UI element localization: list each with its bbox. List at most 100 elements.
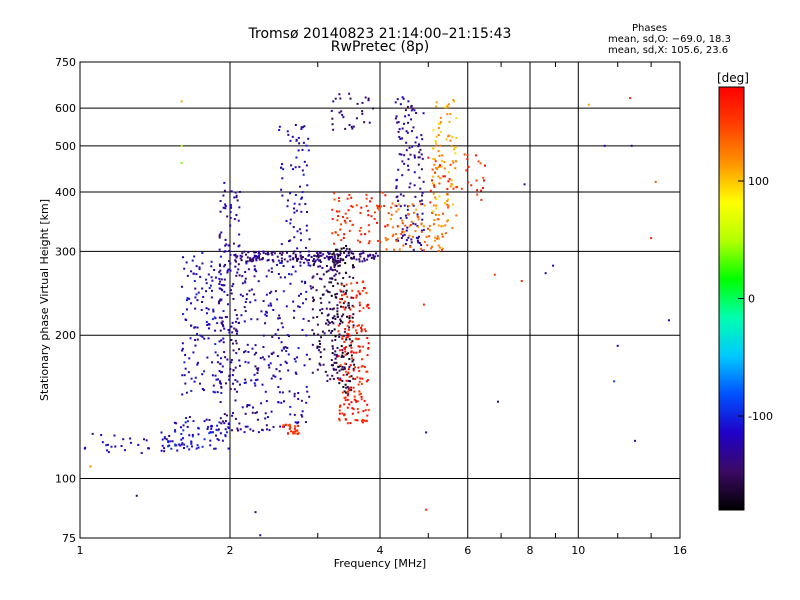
data-point xyxy=(407,236,410,239)
data-point xyxy=(389,218,392,221)
data-point xyxy=(342,313,345,316)
data-point xyxy=(317,256,320,259)
data-point xyxy=(400,153,403,156)
data-point xyxy=(350,296,353,299)
data-point xyxy=(342,385,345,388)
x-axis-label: Frequency [MHz] xyxy=(334,557,426,570)
data-point xyxy=(370,197,373,200)
data-point xyxy=(452,187,455,190)
data-point xyxy=(343,390,346,393)
data-point xyxy=(333,328,336,331)
data-point xyxy=(300,210,303,213)
data-point xyxy=(308,259,311,262)
data-point xyxy=(412,204,415,207)
data-point xyxy=(349,364,352,367)
data-point xyxy=(350,205,353,208)
data-point xyxy=(345,271,348,274)
data-point xyxy=(434,140,437,143)
data-point xyxy=(419,187,422,190)
data-point xyxy=(280,257,283,260)
data-point xyxy=(280,260,283,263)
data-point xyxy=(339,228,342,231)
data-point xyxy=(271,335,274,338)
data-point xyxy=(319,309,322,312)
data-point xyxy=(160,431,163,434)
data-point xyxy=(306,259,309,262)
data-point xyxy=(336,346,339,349)
phases-heading: Phases xyxy=(632,23,668,34)
data-point xyxy=(431,179,434,182)
data-point xyxy=(325,265,328,268)
data-point xyxy=(358,310,361,313)
data-point xyxy=(246,405,249,408)
data-point xyxy=(322,253,325,256)
data-point xyxy=(391,202,394,205)
data-point xyxy=(216,322,219,325)
data-point xyxy=(452,98,455,101)
data-point xyxy=(348,306,351,309)
data-point xyxy=(255,270,258,273)
data-point xyxy=(318,345,321,348)
data-point xyxy=(224,435,227,438)
data-point xyxy=(254,299,257,302)
data-point xyxy=(301,148,304,151)
data-point xyxy=(296,230,299,233)
data-point xyxy=(342,368,345,371)
data-point xyxy=(493,273,496,276)
data-point xyxy=(342,236,345,239)
data-point xyxy=(342,277,345,280)
y-tick-label: 500 xyxy=(55,140,76,153)
data-point xyxy=(318,362,321,365)
data-point xyxy=(297,421,300,424)
data-point xyxy=(431,211,434,214)
data-point xyxy=(405,149,408,152)
data-point xyxy=(356,239,359,242)
data-point xyxy=(356,408,359,411)
data-point xyxy=(331,329,334,332)
data-point xyxy=(407,164,410,167)
data-point xyxy=(298,203,301,206)
data-point xyxy=(301,302,304,305)
data-point xyxy=(348,403,351,406)
data-point xyxy=(251,347,254,350)
data-point xyxy=(405,229,408,232)
data-point xyxy=(270,252,273,255)
data-point xyxy=(346,324,349,327)
data-point xyxy=(230,325,233,328)
data-point xyxy=(344,306,347,309)
data-point xyxy=(375,204,378,207)
data-point xyxy=(395,205,398,208)
data-point xyxy=(341,113,344,116)
data-point xyxy=(341,298,344,301)
data-point xyxy=(220,371,223,374)
data-point xyxy=(613,380,616,383)
data-point xyxy=(404,242,407,245)
data-point xyxy=(313,260,316,263)
data-point xyxy=(185,319,188,322)
data-point xyxy=(305,164,308,167)
data-point xyxy=(311,296,314,299)
data-point xyxy=(329,378,332,381)
data-point xyxy=(222,284,225,287)
data-point xyxy=(367,242,370,245)
data-point xyxy=(210,296,213,299)
data-point xyxy=(147,447,150,450)
data-point xyxy=(349,380,352,383)
data-point xyxy=(201,445,204,448)
data-point xyxy=(367,209,370,212)
data-point xyxy=(293,427,296,430)
data-point xyxy=(295,372,298,375)
data-point xyxy=(334,278,337,281)
data-point xyxy=(432,204,435,207)
data-point xyxy=(361,358,364,361)
data-point xyxy=(184,367,187,370)
data-points xyxy=(83,92,670,537)
data-point xyxy=(323,285,326,288)
data-point xyxy=(123,449,126,452)
data-point xyxy=(422,225,425,228)
data-point xyxy=(316,323,319,326)
data-point xyxy=(319,342,322,345)
data-point xyxy=(265,293,268,296)
data-point xyxy=(264,412,267,415)
data-point xyxy=(254,365,257,368)
